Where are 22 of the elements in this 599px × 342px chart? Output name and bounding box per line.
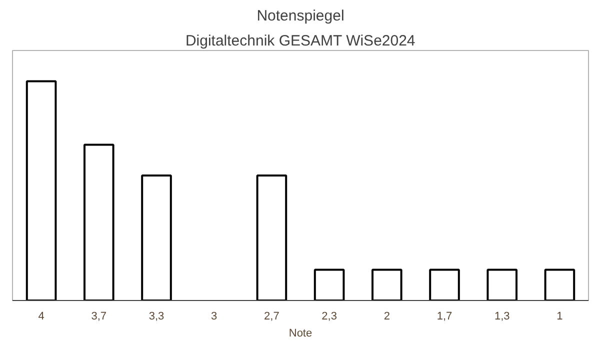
x-tick-label: 4 — [38, 310, 44, 322]
x-tick-label: 1,7 — [436, 310, 452, 322]
chart-subtitle: Digitaltechnik GESAMT WiSe2024 — [185, 32, 416, 50]
x-tick-label: 1 — [556, 310, 563, 322]
bar — [486, 268, 518, 300]
bar — [84, 144, 114, 300]
x-tick-label: 2,7 — [264, 310, 280, 322]
bar — [141, 174, 172, 300]
x-tick-label: 2,3 — [322, 310, 337, 322]
x-tick-label: 1,3 — [494, 310, 510, 322]
bar — [26, 80, 57, 300]
bar — [429, 268, 460, 300]
bar — [314, 268, 345, 300]
bar — [256, 174, 288, 300]
bar — [544, 268, 576, 300]
x-axis-title: Note — [288, 328, 312, 340]
x-tick-label: 3 — [211, 310, 218, 322]
x-tick-label: 3,7 — [91, 310, 107, 322]
chart-title: Notenspiegel — [256, 8, 344, 24]
x-tick-label: 3,3 — [148, 310, 164, 322]
x-tick-label: 2 — [384, 310, 390, 322]
bar — [372, 268, 402, 300]
